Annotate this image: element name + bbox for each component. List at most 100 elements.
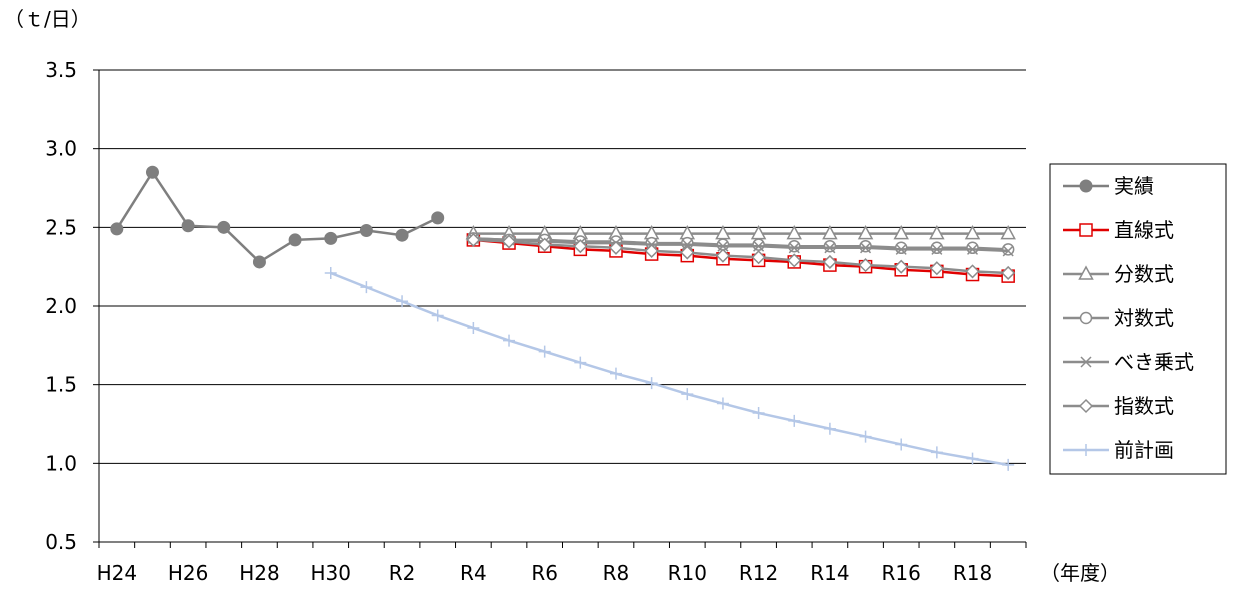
legend-label: 指数式: [1114, 394, 1174, 418]
data-point: [467, 322, 480, 335]
data-point: [788, 414, 801, 427]
y-tick-label: 3.5: [45, 58, 77, 82]
data-point: [893, 225, 909, 240]
data-point: [681, 388, 694, 401]
gridlines: [99, 69, 1026, 464]
data-point: [787, 253, 802, 268]
x-tick-label: R18: [953, 561, 992, 585]
data-point: [538, 345, 551, 358]
data-point: [716, 397, 729, 410]
data-point: [895, 243, 907, 255]
series-line: [115, 171, 439, 264]
data-point: [715, 248, 731, 263]
legend-item: 対数式: [1063, 306, 1174, 330]
data-point: [929, 225, 945, 240]
y-tick-label: 2.5: [45, 215, 77, 239]
data-point: [431, 211, 445, 225]
x-axis-ticks: H24 H26 H28 H30 R2 R4 R6 R8 R10 R12 R14 R16 R18: [97, 542, 1027, 585]
legend-marker: [1079, 223, 1093, 237]
legend-item: 実績: [1063, 174, 1154, 198]
legend-marker: [1079, 311, 1093, 325]
y-tick-label: 0.5: [45, 530, 77, 554]
data-point: [859, 239, 872, 253]
data-point: [395, 228, 409, 242]
legend-label: 実績: [1114, 174, 1154, 198]
data-point: [608, 240, 624, 255]
legend-item: べき乗式: [1063, 350, 1194, 374]
data-point: [681, 239, 693, 251]
data-point: [858, 258, 873, 273]
series-line: [473, 238, 1009, 275]
series-7: [324, 266, 1015, 471]
series-line: [473, 237, 1009, 253]
x-tick-label: H30: [311, 561, 352, 585]
data-point: [501, 234, 517, 249]
data-point: [753, 240, 765, 252]
legend-marker: [1080, 444, 1092, 456]
data-point: [1002, 458, 1015, 471]
data-point: [966, 241, 979, 255]
x-tick-label: R6: [531, 561, 558, 585]
y-tick-label: 2.0: [45, 294, 77, 318]
series-line: [330, 271, 1009, 467]
data-point: [823, 239, 837, 253]
data-point: [824, 242, 836, 254]
x-tick-label: H26: [168, 561, 209, 585]
data-point: [822, 225, 838, 240]
series-group: [110, 165, 1016, 471]
data-point: [359, 223, 373, 237]
x-tick-label: R8: [603, 561, 630, 585]
x-tick-label: R12: [739, 561, 778, 585]
data-point: [894, 259, 909, 274]
x-tick-label: H24: [97, 561, 138, 585]
data-point: [217, 220, 231, 234]
legend-label: 対数式: [1114, 306, 1174, 330]
data-point: [895, 438, 908, 451]
data-point: [324, 231, 338, 245]
data-point: [966, 452, 979, 465]
data-point: [930, 446, 943, 459]
legend-item: 指数式: [1063, 394, 1174, 418]
data-point: [786, 225, 803, 240]
y-axis-ticks: 0.5 1.0 1.5 2.0 2.5 3.0 3.5: [45, 58, 99, 554]
data-point: [966, 243, 979, 255]
data-point: [396, 295, 409, 308]
data-point: [609, 367, 622, 380]
data-point: [145, 165, 159, 179]
x-tick-label: R14: [810, 561, 849, 585]
data-point: [1001, 265, 1016, 281]
series-line: [473, 237, 1009, 251]
data-point: [574, 356, 587, 369]
data-point: [717, 240, 729, 252]
legend-marker: [1079, 179, 1093, 193]
legend-item: 分数式: [1063, 262, 1174, 286]
data-point: [716, 238, 730, 251]
x-tick-label: R10: [668, 561, 707, 585]
data-point: [288, 233, 302, 247]
legend-marker: [1080, 356, 1092, 368]
legend-label: べき乗式: [1114, 350, 1194, 374]
series-1: [110, 165, 445, 269]
data-point: [644, 243, 659, 258]
data-point: [680, 245, 695, 260]
legend-marker: [1078, 265, 1094, 280]
data-point: [788, 239, 801, 253]
data-point: [181, 219, 195, 233]
legend-label: 直線式: [1114, 218, 1174, 242]
x-axis-unit-label: （年度）: [1040, 561, 1120, 585]
data-point: [1001, 243, 1015, 256]
x-tick-label: R4: [460, 561, 487, 585]
data-point: [360, 281, 373, 294]
data-point: [537, 237, 552, 252]
y-tick-label: 3.0: [45, 137, 77, 161]
data-point: [822, 254, 837, 270]
data-point: [431, 309, 444, 322]
data-point: [965, 264, 980, 279]
data-point: [645, 377, 658, 390]
data-point: [110, 222, 124, 236]
data-point: [466, 232, 481, 247]
series-6: [466, 232, 1016, 281]
x-tick-label: H28: [239, 561, 280, 585]
data-point: [823, 422, 836, 435]
